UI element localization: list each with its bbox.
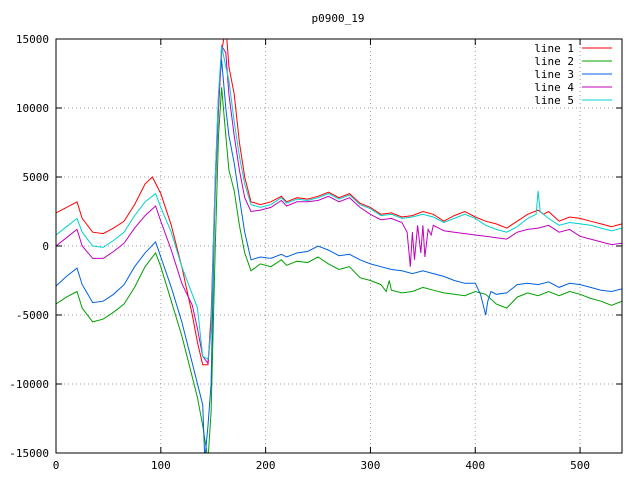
legend-label-1: line 1 <box>534 42 574 55</box>
series-line-4 <box>56 44 622 365</box>
y-tick-label: 15000 <box>16 33 49 46</box>
series-line-3 <box>56 59 622 453</box>
legend-label-3: line 3 <box>534 68 574 81</box>
x-tick-label: 100 <box>151 459 171 472</box>
chart-title: p0900_19 <box>312 12 365 25</box>
y-tick-label: 10000 <box>16 102 49 115</box>
x-tick-label: 300 <box>361 459 381 472</box>
grid <box>56 39 622 453</box>
y-axis-ticks: -15000 -10000 -5000 0 5000 10000 15000 <box>9 33 622 460</box>
y-tick-label: -10000 <box>9 378 49 391</box>
x-tick-label: 200 <box>256 459 276 472</box>
series-line-5 <box>56 45 622 360</box>
y-tick-label: 5000 <box>23 171 50 184</box>
y-tick-label: 0 <box>42 240 49 253</box>
y-tick-label: -15000 <box>9 447 49 460</box>
x-tick-label: 0 <box>53 459 60 472</box>
legend-label-2: line 2 <box>534 55 574 68</box>
series-group <box>56 39 622 453</box>
x-tick-label: 400 <box>465 459 485 472</box>
series-line-2 <box>56 87 622 453</box>
legend-label-4: line 4 <box>534 81 574 94</box>
legend-label-5: line 5 <box>534 94 574 107</box>
x-axis-ticks: 0 100 200 300 400 500 <box>53 39 590 472</box>
series-line-1 <box>56 39 622 366</box>
x-tick-label: 500 <box>570 459 590 472</box>
y-tick-label: -5000 <box>16 309 49 322</box>
